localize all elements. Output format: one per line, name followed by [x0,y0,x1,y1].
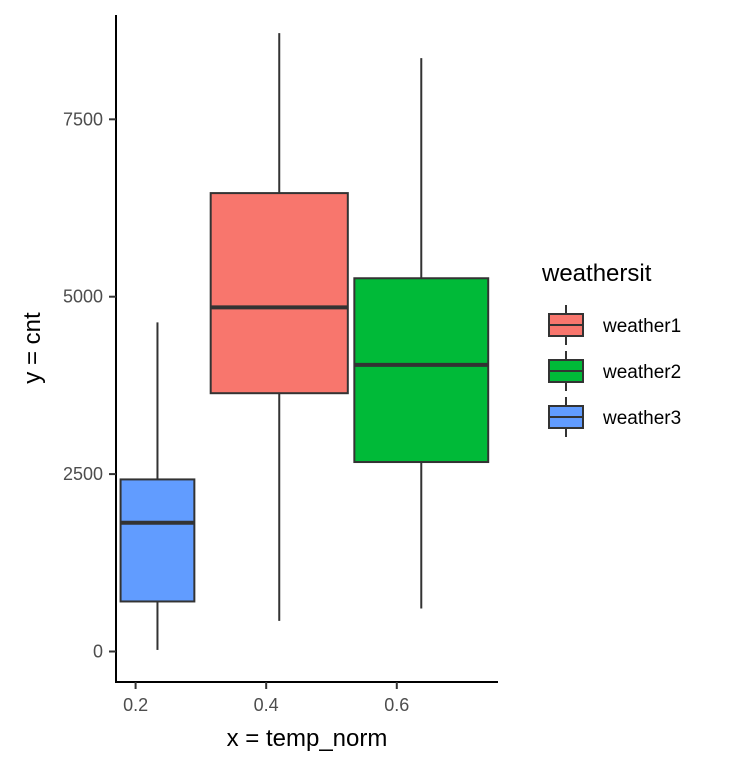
box-body-weather2 [353,277,490,464]
x-axis-title: x = temp_norm [227,725,388,752]
axes: x = temp_norm y = cnt 0 2500 5000 7500 0.2 0.… [19,15,498,752]
y-tick-label: 5000 [63,287,103,307]
x-tick-label: 0.6 [384,695,409,715]
box-body-weather1 [209,192,349,395]
legend: weathersit weather1 weather2 weather3 [541,260,681,437]
y-axis-title: y = cnt [19,312,46,384]
legend-item-weather3: weather3 [548,397,681,437]
legend-label: weather3 [602,408,681,429]
x-tick-label: 0.2 [123,695,148,715]
legend-item-weather2: weather2 [548,351,681,391]
y-tick-label: 2500 [63,464,103,484]
box-weather1 [209,33,349,621]
y-tick-label: 7500 [63,109,103,129]
plot-area [119,33,490,650]
box-weather3 [119,322,196,650]
box-weather2 [353,58,490,609]
legend-label: weather2 [602,362,681,383]
box-body-weather3 [119,478,196,603]
legend-title: weathersit [541,260,652,287]
x-tick-label: 0.4 [254,695,279,715]
legend-item-weather1: weather1 [548,305,681,345]
y-tick-label: 0 [93,641,103,661]
legend-label: weather1 [602,316,681,337]
